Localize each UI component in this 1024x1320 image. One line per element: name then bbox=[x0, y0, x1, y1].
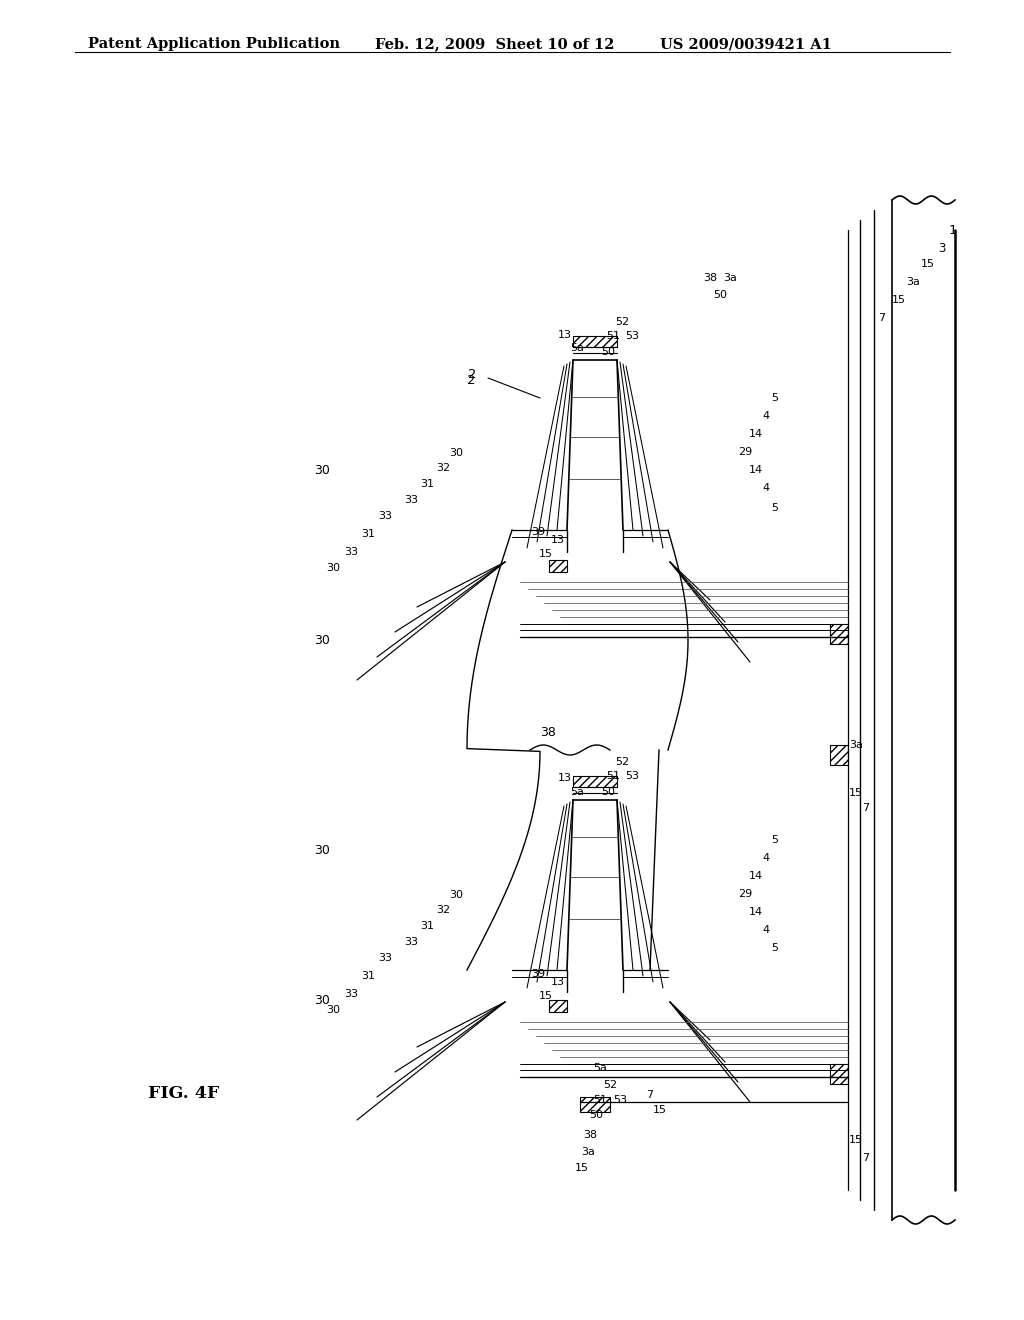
Text: 13: 13 bbox=[558, 774, 572, 783]
Text: 53: 53 bbox=[613, 1096, 627, 1105]
Bar bbox=[830, 1064, 848, 1084]
Text: 31: 31 bbox=[420, 921, 434, 931]
Text: 14: 14 bbox=[749, 429, 763, 440]
Text: 7: 7 bbox=[879, 313, 886, 323]
Text: 30: 30 bbox=[326, 1005, 340, 1015]
Text: 7: 7 bbox=[862, 1152, 869, 1163]
Text: 2: 2 bbox=[468, 374, 476, 387]
Text: 31: 31 bbox=[361, 972, 375, 981]
Text: 15: 15 bbox=[921, 259, 935, 269]
Text: 15: 15 bbox=[539, 549, 553, 558]
Text: 52: 52 bbox=[615, 317, 629, 327]
Text: 33: 33 bbox=[344, 546, 358, 557]
Text: 31: 31 bbox=[361, 529, 375, 539]
Text: 5a: 5a bbox=[570, 343, 584, 352]
Text: 4: 4 bbox=[763, 483, 770, 492]
Bar bbox=[830, 624, 848, 644]
Text: 3: 3 bbox=[938, 242, 946, 255]
Text: 32: 32 bbox=[436, 906, 450, 915]
Text: 39: 39 bbox=[530, 527, 545, 537]
Text: US 2009/0039421 A1: US 2009/0039421 A1 bbox=[660, 37, 831, 51]
Text: 33: 33 bbox=[378, 953, 392, 964]
Text: 31: 31 bbox=[420, 479, 434, 488]
Text: 3a: 3a bbox=[581, 1147, 595, 1158]
Text: 33: 33 bbox=[404, 937, 418, 946]
Text: 50: 50 bbox=[601, 787, 615, 797]
Text: 13: 13 bbox=[551, 977, 565, 987]
Text: 5: 5 bbox=[771, 393, 778, 403]
Text: 5: 5 bbox=[771, 503, 778, 513]
Text: 53: 53 bbox=[625, 771, 639, 781]
Bar bbox=[830, 744, 848, 766]
Text: 15: 15 bbox=[892, 294, 906, 305]
Bar bbox=[549, 560, 567, 572]
Text: 15: 15 bbox=[849, 1135, 863, 1144]
Text: 29: 29 bbox=[738, 447, 752, 457]
Text: 32: 32 bbox=[436, 463, 450, 473]
Text: 30: 30 bbox=[314, 843, 330, 857]
Text: 3a: 3a bbox=[849, 741, 863, 750]
Text: 38: 38 bbox=[702, 273, 717, 282]
Text: 5a: 5a bbox=[593, 1063, 607, 1073]
Text: 30: 30 bbox=[314, 463, 330, 477]
Text: 3a: 3a bbox=[906, 277, 920, 286]
Text: 5: 5 bbox=[771, 942, 778, 953]
Text: 15: 15 bbox=[539, 991, 553, 1001]
Text: 13: 13 bbox=[558, 330, 572, 341]
Text: 7: 7 bbox=[862, 803, 869, 813]
Text: FIG. 4F: FIG. 4F bbox=[148, 1085, 219, 1102]
Text: 52: 52 bbox=[603, 1080, 617, 1090]
Text: 14: 14 bbox=[749, 871, 763, 880]
Text: 39: 39 bbox=[530, 969, 545, 979]
Text: 4: 4 bbox=[763, 411, 770, 421]
Text: 15: 15 bbox=[653, 1105, 667, 1115]
Text: 33: 33 bbox=[378, 511, 392, 521]
Text: 1: 1 bbox=[949, 223, 957, 236]
Text: 30: 30 bbox=[326, 564, 340, 573]
Text: 2: 2 bbox=[468, 368, 476, 381]
Text: 51: 51 bbox=[606, 331, 620, 341]
Text: 4: 4 bbox=[763, 853, 770, 863]
Text: 5a: 5a bbox=[570, 787, 584, 797]
Text: 29: 29 bbox=[738, 888, 752, 899]
Text: 53: 53 bbox=[625, 331, 639, 341]
Text: Feb. 12, 2009  Sheet 10 of 12: Feb. 12, 2009 Sheet 10 of 12 bbox=[375, 37, 614, 51]
Text: 50: 50 bbox=[713, 290, 727, 300]
Text: 30: 30 bbox=[314, 634, 330, 647]
Bar bbox=[573, 776, 617, 787]
Text: 50: 50 bbox=[601, 347, 615, 356]
Bar bbox=[580, 1097, 610, 1111]
Text: 15: 15 bbox=[849, 788, 863, 799]
Bar bbox=[573, 337, 617, 347]
Text: 33: 33 bbox=[404, 495, 418, 506]
Text: 38: 38 bbox=[540, 726, 556, 738]
Text: 52: 52 bbox=[615, 756, 629, 767]
Text: 51: 51 bbox=[606, 771, 620, 781]
Bar bbox=[549, 1001, 567, 1012]
Text: 51: 51 bbox=[593, 1096, 607, 1105]
Text: 4: 4 bbox=[763, 925, 770, 935]
Text: 3a: 3a bbox=[723, 273, 737, 282]
Text: 7: 7 bbox=[646, 1090, 653, 1100]
Text: 50: 50 bbox=[589, 1110, 603, 1119]
Text: 13: 13 bbox=[551, 535, 565, 545]
Text: 30: 30 bbox=[314, 994, 330, 1006]
Text: 15: 15 bbox=[575, 1163, 589, 1173]
Text: 5: 5 bbox=[771, 836, 778, 845]
Text: 33: 33 bbox=[344, 989, 358, 999]
Text: Patent Application Publication: Patent Application Publication bbox=[88, 37, 340, 51]
Text: 30: 30 bbox=[449, 890, 463, 900]
Text: 14: 14 bbox=[749, 907, 763, 917]
Text: 14: 14 bbox=[749, 465, 763, 475]
Text: 30: 30 bbox=[449, 447, 463, 458]
Text: 38: 38 bbox=[583, 1130, 597, 1140]
